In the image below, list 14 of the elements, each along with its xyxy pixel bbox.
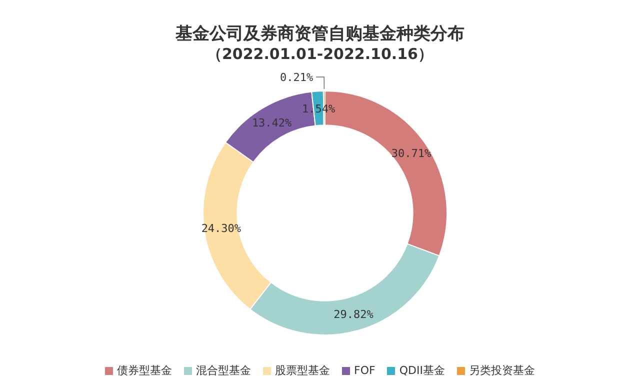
data-label: 24.30% bbox=[201, 222, 242, 236]
legend-label: 债券型基金 bbox=[117, 363, 172, 378]
data-label: 30.71% bbox=[391, 147, 432, 160]
chart-title: 基金公司及券商资管自购基金种类分布 bbox=[174, 23, 466, 45]
chart-subtitle: （2022.01.01-2022.10.16） bbox=[206, 45, 434, 64]
data-label: 13.42% bbox=[252, 116, 292, 130]
data-label: 29.82% bbox=[334, 308, 374, 321]
data-label: 1.54% bbox=[302, 102, 336, 116]
legend-label: 另类投资基金 bbox=[468, 363, 535, 378]
legend-label: QDII基金 bbox=[399, 363, 445, 378]
legend-label: 混合型基金 bbox=[196, 363, 252, 378]
data-label: 0.21% bbox=[280, 71, 314, 84]
legend-label: 股票型基金 bbox=[275, 363, 330, 378]
legend-label: FOF bbox=[354, 364, 376, 377]
